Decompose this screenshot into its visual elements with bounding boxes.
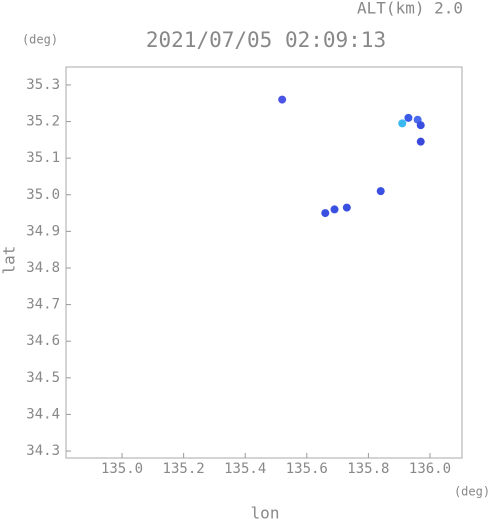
altitude-label: ALT(km) 2.0 — [357, 0, 463, 18]
x-tick-label: 135.0 — [101, 461, 143, 477]
plot-frame — [65, 66, 463, 459]
y-tick-label: 35.0 — [26, 187, 60, 203]
x-unit: (deg) — [454, 485, 490, 499]
echo-point — [376, 187, 385, 196]
echo-point — [416, 137, 425, 146]
y-tick-label: 34.9 — [26, 223, 60, 239]
echo-point — [278, 95, 287, 104]
y-tick-label: 35.3 — [26, 77, 60, 93]
y-tick-label: 34.7 — [26, 297, 60, 313]
echo-point — [321, 209, 330, 218]
echo-point — [342, 203, 351, 212]
x-tick-label: 135.6 — [286, 461, 328, 477]
chart-title: 2021/07/05 02:09:13 — [146, 28, 386, 52]
x-tick-label: 135.8 — [347, 461, 389, 477]
y-unit: (deg) — [22, 33, 58, 47]
y-tick-label: 34.5 — [26, 370, 60, 386]
x-tick-label: 135.4 — [224, 461, 266, 477]
y-tick-label: 35.2 — [26, 114, 60, 130]
echo-point — [330, 205, 339, 214]
x-tick-label: 136.0 — [409, 461, 451, 477]
y-tick-label: 34.6 — [26, 333, 60, 349]
x-axis-label: lon — [251, 504, 280, 521]
echo-point — [398, 119, 407, 128]
y-tick-label: 34.3 — [26, 443, 60, 459]
y-tick-label: 34.4 — [26, 406, 60, 422]
y-tick-label: 35.1 — [26, 150, 60, 166]
x-tick-label: 135.2 — [163, 461, 205, 477]
echo-point — [416, 121, 425, 130]
y-tick-label: 34.8 — [26, 260, 60, 276]
y-axis-label: lat — [0, 246, 19, 275]
echo-point — [404, 113, 413, 122]
